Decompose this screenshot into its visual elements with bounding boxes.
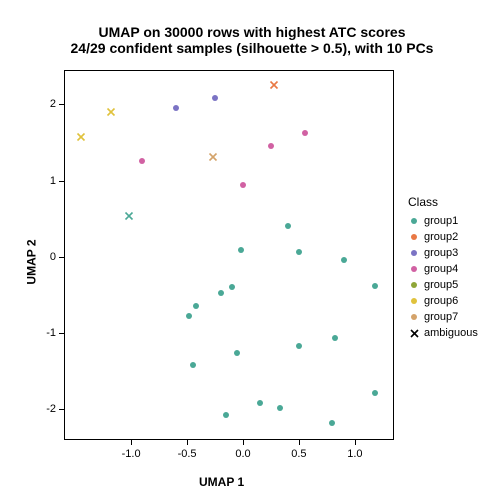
x-tick-label: 0.0	[235, 448, 250, 460]
legend-item-group7: group7	[408, 309, 478, 325]
y-tick-mark	[59, 104, 64, 105]
y-tick-label: 0	[36, 251, 56, 263]
y-tick-label: 1	[36, 175, 56, 187]
legend-label: group2	[424, 231, 458, 243]
scatter-point	[267, 142, 275, 150]
legend-item-group2: group2	[408, 229, 478, 245]
scatter-point	[233, 349, 241, 357]
scatter-point	[228, 283, 236, 291]
legend-swatch-icon	[408, 247, 420, 259]
y-tick-label: 2	[36, 98, 56, 110]
scatter-point	[340, 256, 348, 264]
legend-item-group6: group6	[408, 293, 478, 309]
scatter-point	[138, 157, 146, 165]
scatter-point	[189, 361, 197, 369]
x-tick-mark	[131, 440, 132, 445]
legend-swatch-icon	[408, 263, 420, 275]
y-tick-mark	[59, 181, 64, 182]
y-tick-mark	[59, 333, 64, 334]
scatter-point	[208, 152, 217, 161]
legend-item-group1: group1	[408, 213, 478, 229]
legend-label: group4	[424, 263, 458, 275]
x-tick-label: 1.0	[347, 448, 362, 460]
legend-label: group1	[424, 215, 458, 227]
x-tick-mark	[299, 440, 300, 445]
title-line2: 24/29 confident samples (silhouette > 0.…	[0, 40, 504, 56]
scatter-point	[270, 81, 279, 90]
legend-swatch-icon	[408, 295, 420, 307]
scatter-point	[222, 411, 230, 419]
x-tick-label: 0.5	[291, 448, 306, 460]
scatter-point	[76, 133, 85, 142]
scatter-point	[371, 389, 379, 397]
legend-label: group3	[424, 247, 458, 259]
scatter-point	[276, 404, 284, 412]
x-tick-label: -1.0	[122, 448, 141, 460]
legend-swatch-icon	[408, 215, 420, 227]
scatter-point	[371, 282, 379, 290]
title-line1: UMAP on 30000 rows with highest ATC scor…	[0, 24, 504, 40]
x-tick-mark	[187, 440, 188, 445]
y-tick-label: -1	[36, 327, 56, 339]
scatter-point	[124, 212, 133, 221]
plot-area	[64, 70, 394, 440]
y-tick-mark	[59, 409, 64, 410]
scatter-point	[295, 248, 303, 256]
x-tick-mark	[355, 440, 356, 445]
umap-scatter-chart: UMAP on 30000 rows with highest ATC scor…	[0, 0, 504, 504]
scatter-point	[295, 342, 303, 350]
legend-title: Class	[408, 195, 478, 209]
legend-swatch-icon	[408, 327, 420, 339]
legend-item-ambiguous: ambiguous	[408, 325, 478, 341]
legend-label: group5	[424, 279, 458, 291]
legend-items: group1 group2 group3 group4 group5 group6 grou…	[408, 213, 478, 341]
legend-swatch-icon	[408, 311, 420, 323]
legend-label: group7	[424, 311, 458, 323]
legend-swatch-icon	[408, 231, 420, 243]
y-tick-label: -2	[36, 403, 56, 415]
scatter-point	[217, 289, 225, 297]
legend-label: ambiguous	[424, 327, 478, 339]
x-tick-label: -0.5	[178, 448, 197, 460]
scatter-point	[239, 181, 247, 189]
y-tick-mark	[59, 257, 64, 258]
legend-item-group3: group3	[408, 245, 478, 261]
scatter-point	[192, 302, 200, 310]
scatter-point	[284, 222, 292, 230]
x-tick-mark	[243, 440, 244, 445]
scatter-point	[172, 104, 180, 112]
scatter-point	[106, 107, 115, 116]
chart-title: UMAP on 30000 rows with highest ATC scor…	[0, 24, 504, 56]
scatter-point	[211, 94, 219, 102]
legend: Class group1group2group3group4group5grou…	[408, 195, 478, 341]
legend-swatch-icon	[408, 279, 420, 291]
scatter-point	[256, 399, 264, 407]
scatter-point	[237, 246, 245, 254]
legend-item-group5: group5	[408, 277, 478, 293]
scatter-point	[331, 334, 339, 342]
scatter-point	[328, 419, 336, 427]
legend-item-group4: group4	[408, 261, 478, 277]
x-axis-label: UMAP 1	[199, 475, 244, 489]
legend-label: group6	[424, 295, 458, 307]
scatter-point	[185, 312, 193, 320]
scatter-point	[301, 129, 309, 137]
